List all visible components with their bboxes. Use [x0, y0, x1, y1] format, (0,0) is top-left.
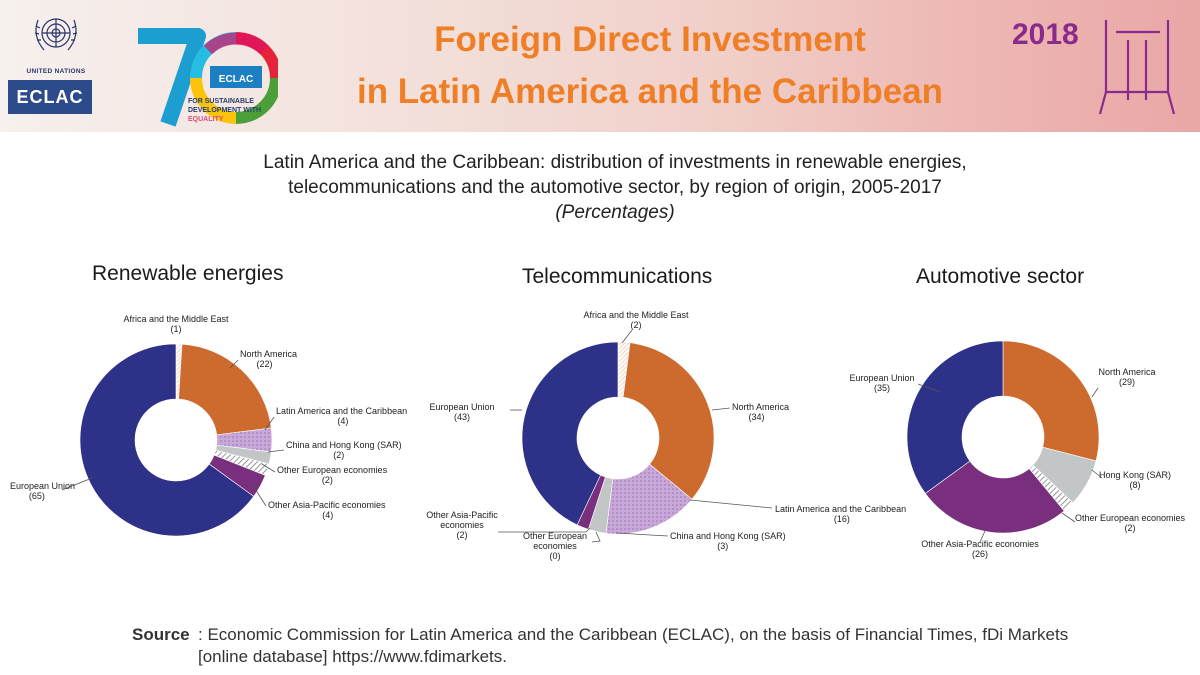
slice-value-other-asia: (26)	[972, 549, 988, 559]
chart-subtitle: Latin America and the Caribbean: distrib…	[100, 150, 1130, 225]
slice-label-hong-kong: Hong Kong (SAR)	[1099, 470, 1171, 480]
slice-value-africa: (2)	[631, 320, 642, 330]
slice-european-union	[79, 343, 255, 537]
slice-european-union	[521, 341, 619, 526]
seventy-badge-text: ECLAC	[219, 74, 253, 85]
eclac-logo: ECLAC	[8, 80, 92, 114]
slice-value-other-european: (0)	[550, 551, 561, 561]
slice-label-north-america: North America	[240, 349, 297, 359]
donut-chart-renewable: Africa and the Middle East(1) North Ameri…	[10, 314, 407, 537]
donut-chart-telecom: Africa and the Middle East(2)North Ameri…	[426, 310, 906, 561]
source-note: Source : Economic Commission for Latin A…	[132, 624, 1132, 666]
source-label: Source	[132, 625, 190, 644]
slice-label-european-union: European Union	[849, 373, 914, 383]
slice-label-latin-america: Latin America and the Caribbean	[775, 504, 906, 514]
slice-value-other-asia: (4)	[322, 510, 333, 520]
un-label: UNITED NATIONS	[26, 68, 86, 75]
leader-line-european-union	[61, 477, 93, 491]
slice-value-hong-kong: (8)	[1130, 480, 1141, 490]
tagline-line1: FOR SUSTAINABLE	[188, 98, 254, 105]
leader-line-china-hk	[267, 449, 285, 453]
source-text: : Economic Commission for Latin America …	[198, 625, 1069, 666]
leader-line-other-asia	[979, 530, 986, 543]
leader-line-other-european	[261, 463, 276, 473]
slice-value-european-union: (35)	[874, 383, 890, 393]
slice-value-european-union: (43)	[454, 412, 470, 422]
slice-label-china-hk: China and Hong Kong (SAR)	[286, 440, 402, 450]
year-label: 2018	[1012, 18, 1079, 51]
slice-european-union	[906, 340, 1004, 494]
slice-value-other-european: (2)	[1125, 523, 1136, 533]
seventy-tagline: FOR SUSTAINABLE DEVELOPMENT WITH EQUALIT…	[188, 97, 298, 124]
leader-line-hong-kong	[1091, 469, 1103, 479]
slice-label-other-european: Other European economies	[523, 531, 587, 551]
slice-label-africa: Africa and the Middle East	[123, 314, 229, 324]
subtitle-line1: Latin America and the Caribbean: distrib…	[263, 152, 967, 173]
title-line1: Foreign Direct Investment	[434, 20, 866, 59]
slice-north-america	[178, 343, 272, 436]
un-logo: UNITED NATIONS	[14, 8, 98, 126]
slice-label-china-hk: China and Hong Kong (SAR)	[670, 531, 786, 541]
fdi-report-emblem-icon	[1098, 20, 1176, 115]
slice-label-european-union: European Union	[10, 481, 75, 491]
slice-value-china-hk: (2)	[333, 450, 344, 460]
leader-line-africa	[621, 329, 633, 344]
slice-label-other-asia: Other Asia-Pacific economies	[268, 500, 386, 510]
slice-label-other-european: Other European economies	[277, 465, 388, 475]
donut-chart-automotive: North America(29) Hong Kong (SAR)(8) Other…	[849, 340, 1186, 559]
subtitle-line2: telecommunications and the automotive se…	[288, 177, 942, 198]
chart-title-automotive: Automotive sector	[916, 265, 1085, 288]
leader-line-latin-america	[264, 416, 275, 431]
slice-value-latin-america: (16)	[834, 514, 850, 524]
un-emblem-icon	[34, 18, 78, 51]
leader-line-other-asia	[251, 483, 267, 507]
slice-north-america	[622, 342, 715, 500]
leader-line-other-asia	[498, 527, 591, 533]
slice-value-china-hk: (3)	[717, 541, 728, 551]
leader-line-china-hk	[615, 532, 669, 537]
slice-value-north-america: (29)	[1119, 377, 1135, 387]
leader-line-north-america	[711, 407, 731, 411]
page-title: Foreign Direct Investment in Latin Ameri…	[300, 14, 1000, 118]
slice-value-africa: (1)	[171, 324, 182, 334]
slice-value-latin-america: (4)	[337, 416, 348, 426]
leader-line-european-union	[917, 383, 941, 393]
subtitle-units: (Percentages)	[555, 202, 675, 223]
header-banner: UNITED NATIONS ECLAC ECLAC FOR SUSTAINAB…	[0, 0, 1200, 132]
eclac-badge	[210, 66, 262, 88]
slice-value-north-america: (34)	[749, 412, 765, 422]
tagline-line2: DEVELOPMENT WITH	[188, 107, 262, 114]
slice-label-africa: Africa and the Middle East	[583, 310, 689, 320]
title-line2: in Latin America and the Caribbean	[356, 72, 944, 111]
slice-label-other-asia: Other Asia-Pacific economies	[921, 539, 1039, 549]
leader-line-latin-america	[689, 499, 773, 509]
chart-title-renewable: Renewable energies	[92, 262, 284, 285]
slice-value-other-european: (2)	[322, 475, 333, 485]
slice-value-european-union: (65)	[29, 491, 45, 501]
slice-label-other-asia: Other Asia-Pacific economies	[426, 510, 498, 530]
slice-north-america	[1002, 340, 1100, 462]
slice-value-other-asia: (2)	[457, 530, 468, 540]
slice-label-european-union: European Union	[429, 402, 494, 412]
slice-label-north-america: North America	[1098, 367, 1155, 377]
slice-value-north-america: (22)	[257, 359, 273, 369]
chart-title-telecom: Telecommunications	[522, 265, 713, 288]
leader-line-north-america	[1091, 387, 1099, 398]
slice-other-asia	[924, 460, 1065, 534]
leader-line-other-european	[591, 531, 601, 543]
slice-label-other-european: Other European economies	[1075, 513, 1186, 523]
slice-label-latin-america: Latin America and the Caribbean	[276, 406, 407, 416]
seventy-anniversary-logo: ECLAC	[138, 28, 278, 127]
tagline-equality: EQUALITY	[188, 116, 224, 123]
slice-label-north-america: North America	[732, 402, 789, 412]
leader-line-north-america	[229, 359, 239, 369]
